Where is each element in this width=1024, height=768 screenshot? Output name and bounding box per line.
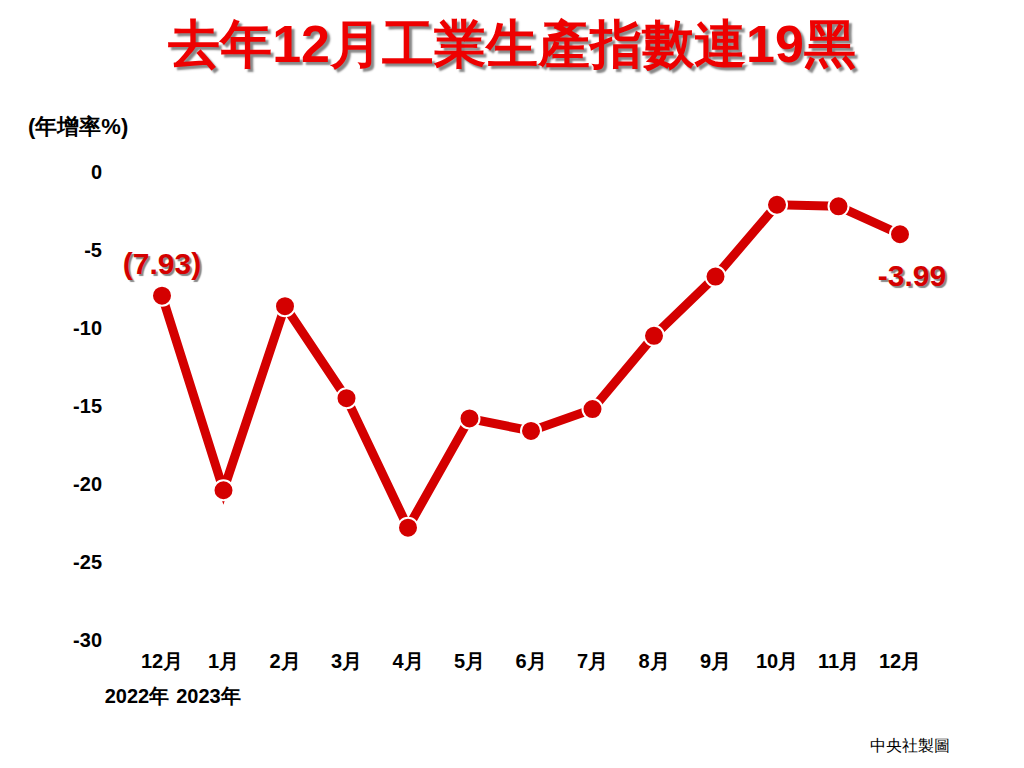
- svg-text:2023年: 2023年: [176, 685, 241, 707]
- svg-text:4月: 4月: [392, 650, 423, 672]
- svg-text:-30: -30: [73, 629, 102, 651]
- svg-text:3月: 3月: [331, 650, 362, 672]
- svg-text:5月: 5月: [454, 650, 485, 672]
- svg-text:-3.99: -3.99: [878, 259, 946, 292]
- html-text:(年增率%): (年增率%): [28, 114, 129, 139]
- svg-text:(7.93): (7.93): [123, 247, 201, 280]
- svg-text:8月: 8月: [638, 650, 669, 672]
- svg-text:6月: 6月: [515, 650, 546, 672]
- svg-text:12月: 12月: [879, 650, 921, 672]
- svg-text:1月: 1月: [208, 650, 239, 672]
- html-text:去年12月工業生產指數連19黑: 去年12月工業生產指數連19黑: [168, 15, 856, 73]
- svg-text:-15: -15: [73, 395, 102, 417]
- svg-text:2月: 2月: [269, 650, 300, 672]
- svg-text:-20: -20: [73, 473, 102, 495]
- svg-text:-10: -10: [73, 317, 102, 339]
- svg-text:-5: -5: [84, 239, 102, 261]
- svg-text:12月: 12月: [141, 650, 183, 672]
- svg-text:9月: 9月: [700, 650, 731, 672]
- svg-text:11月: 11月: [818, 650, 859, 672]
- svg-text:2022年: 2022年: [105, 685, 170, 707]
- svg-text:0: 0: [91, 161, 102, 183]
- svg-text:7月: 7月: [577, 650, 608, 672]
- svg-text:-25: -25: [73, 551, 102, 573]
- html-text:中央社製圖: 中央社製圖: [870, 737, 950, 754]
- svg-text:10月: 10月: [756, 650, 798, 672]
